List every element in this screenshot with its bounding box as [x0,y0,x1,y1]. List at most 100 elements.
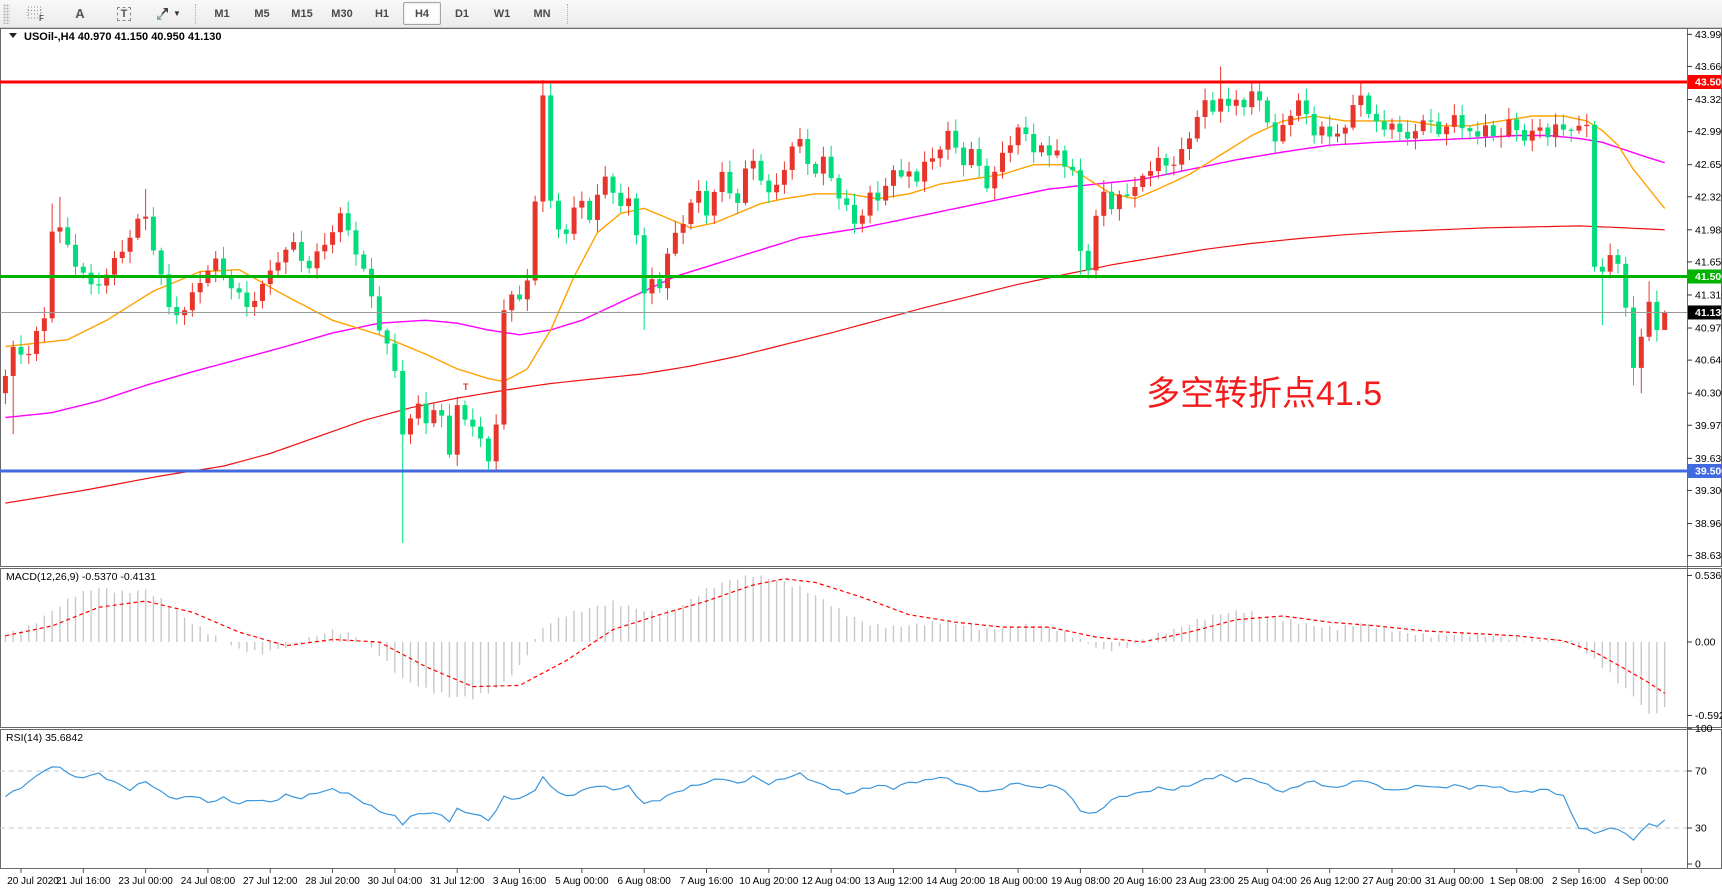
macd-histogram [4,575,1666,714]
price-tick-label: 39.970 [1695,420,1722,432]
date-tick-label: 31 Aug 00:00 [1425,876,1484,887]
price-tick-label: 43.990 [1695,29,1722,41]
date-tick-label: 13 Aug 12:00 [864,876,923,887]
price-tick-label: 42.990 [1695,126,1722,138]
macd-label: MACD(12,26,9) -0.5370 -0.4131 [6,571,156,583]
rsi-axis-label: 100 [1695,723,1713,735]
timeframe-button-w1[interactable]: W1 [493,7,511,20]
date-tick-label: 18 Aug 00:00 [989,876,1048,887]
price-tick-label: 41.310 [1695,289,1722,301]
toolbar-separator [567,3,569,24]
price-tick-label: 39.300 [1695,485,1722,497]
price-tick-label: 38.960 [1695,518,1722,530]
fibonacci-tool[interactable]: F [15,2,57,25]
macd-axis-label: 0.5367 [1695,570,1722,582]
text-a-icon: A [75,6,85,21]
date-tick-label: 20 Jul 2020 [7,876,59,887]
price-axis[interactable]: 43.990 43.660 43.320 42.990 42.650 42.320 41.9… [1687,29,1722,871]
toolbar-separator [195,3,197,24]
date-tick-label: 19 Aug 08:00 [1051,876,1110,887]
timeframe-button-m1[interactable]: M1 [214,7,230,20]
ma-slow-red-line [5,225,1665,504]
rsi-label: RSI(14) 35.6842 [6,732,83,744]
svg-text:F: F [39,14,44,22]
macd-axis-label: 0.00 [1695,637,1716,649]
rsi-panel-content: RSI(14) 35.6842 [0,732,1687,841]
axis-box-43.500-label: 43.500 [1695,77,1722,89]
price-tick-label: 39.630 [1695,453,1722,465]
rsi-line [5,766,1666,841]
macd-signal-line [5,578,1666,694]
textbox-tool[interactable]: T [103,2,145,25]
date-tick-label: 10 Aug 20:00 [739,876,798,887]
axis-box-39.500 [1688,463,1721,478]
dropdown-caret-icon: ▼ [173,9,181,18]
axis-box-43.500 [1688,75,1721,89]
date-tick-label: 24 Jul 08:00 [181,876,236,887]
date-tick-label: 27 Aug 20:00 [1363,876,1422,887]
date-tick-label: 1 Sep 08:00 [1490,876,1544,887]
rsi-axis-label: 30 [1695,823,1707,835]
fibo-grid-icon: F [27,6,44,22]
textbox-icon: T [116,6,132,21]
axis-box-current-label: 41.130 [1695,307,1722,319]
price-tick-label: 43.660 [1695,61,1722,73]
price-tick-label: 40.300 [1695,388,1722,400]
arrow-object-marker[interactable]: T [463,382,469,392]
arrows-tool[interactable]: ▼ [147,2,189,25]
axis-box-current [1688,305,1721,320]
date-tick-label: 26 Aug 12:00 [1300,876,1359,887]
date-tick-label: 25 Aug 04:00 [1238,876,1297,887]
macd-axis-label: -0.5924 [1695,710,1722,722]
macd-panel-content: MACD(12,26,9) -0.5370 -0.4131 [4,571,1666,714]
date-tick-label: 3 Aug 16:00 [493,876,547,887]
date-tick-label: 23 Aug 23:00 [1176,876,1235,887]
main-panel [0,28,1722,567]
toolbar-drag-handle[interactable] [3,3,10,24]
price-tick-label: 41.980 [1695,224,1722,236]
date-tick-label: 4 Sep 00:00 [1614,876,1668,887]
timeframe-button-mn[interactable]: MN [533,7,551,20]
ma-fast-orange-line [5,115,1666,383]
annotation-text[interactable]: 多空转折点41.5 [1146,375,1382,413]
date-tick-label: 6 Aug 08:00 [617,876,671,887]
timeframe-button-m5[interactable]: M5 [254,7,270,20]
rsi-axis-label: 0 [1695,859,1701,871]
date-tick-label: 31 Jul 12:00 [430,876,485,887]
axis-box-41.500-label: 41.500 [1695,271,1722,283]
date-tick-label: 5 Aug 00:00 [555,876,609,887]
price-tick-label: 38.630 [1695,550,1722,562]
timeframe-button-h4[interactable]: H4 [403,2,441,25]
timeframe-button-d1[interactable]: D1 [454,7,470,20]
symbol-title: USOil-,H4 40.970 41.150 40.950 41.130 [24,31,222,43]
price-tick-label: 41.650 [1695,256,1722,268]
timeframe-group: M1 M5 M15 M30 H1 H4 D1 W1 MN [202,2,562,25]
rsi-axis-label: 70 [1695,766,1707,778]
price-tick-label: 40.970 [1695,323,1722,335]
price-tick-label: 40.640 [1695,355,1722,367]
ma-mid-magenta-line [5,134,1665,419]
text-tool[interactable]: A [59,2,101,25]
price-tick-label: 42.320 [1695,191,1722,203]
candlestick-series [2,66,1668,543]
axis-box-39.500-label: 39.500 [1695,465,1722,477]
axis-box-41.500 [1688,269,1721,284]
symbol-dropdown-icon[interactable] [9,33,17,38]
macd-panel [0,568,1722,728]
timeframe-button-m30[interactable]: M30 [331,7,353,20]
date-tick-label: 28 Jul 20:00 [305,876,360,887]
timeframe-button-h1[interactable]: H1 [374,7,390,20]
price-tick-label: 43.320 [1695,94,1722,106]
date-tick-label: 23 Jul 00:00 [118,876,173,887]
date-tick-label: 14 Aug 20:00 [926,876,985,887]
date-tick-label: 12 Aug 04:00 [802,876,861,887]
toolbar: F A T ▼ M1 M5 M15 M30 H1 H4 D1 W1 MN [0,0,1722,28]
timeframe-button-m15[interactable]: M15 [291,7,313,20]
date-tick-label: 20 Aug 16:00 [1113,876,1172,887]
date-tick-label: 2 Sep 16:00 [1552,876,1606,887]
arrows-icon [157,7,169,20]
drawing-tools-group: F A T ▼ [14,2,190,25]
